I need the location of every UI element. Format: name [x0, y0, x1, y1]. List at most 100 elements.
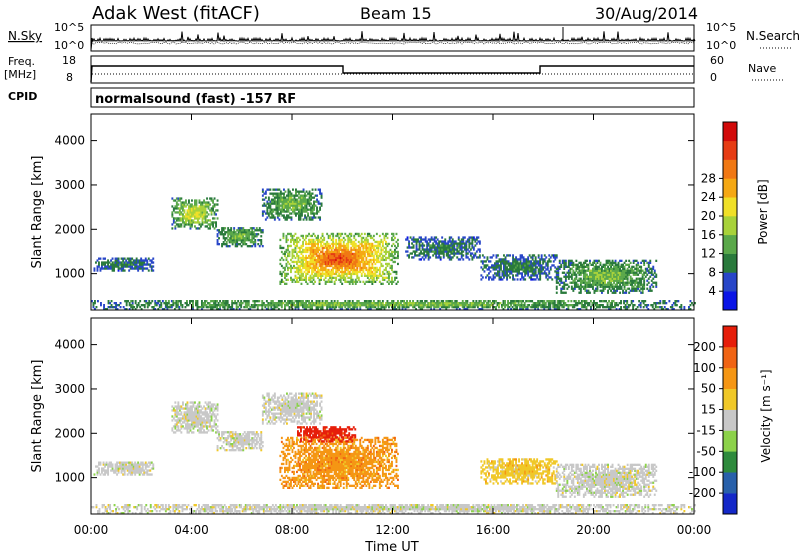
echo-cell — [183, 211, 186, 214]
echo-cell — [645, 306, 648, 309]
echo-cell — [637, 285, 640, 288]
echo-cell — [327, 306, 330, 309]
echo-cell — [518, 272, 521, 275]
echo-cell — [249, 308, 252, 311]
echo-cell — [442, 304, 445, 307]
echo-cell — [432, 254, 435, 257]
echo-cell — [310, 198, 313, 201]
echo-cell — [272, 202, 275, 205]
echo-cell — [309, 306, 312, 309]
echo-cell — [126, 257, 129, 260]
echo-cell — [582, 269, 585, 272]
echo-cell — [614, 279, 617, 282]
echo-cell — [593, 273, 596, 276]
echo-cell — [494, 268, 496, 271]
echo-cell — [263, 192, 266, 195]
echo-cell — [113, 269, 116, 272]
echo-cell — [368, 234, 371, 238]
echo-cell — [356, 270, 359, 274]
echo-cell — [424, 254, 427, 257]
echo-cell — [576, 285, 579, 288]
echo-cell — [194, 203, 196, 206]
echo-cell — [601, 271, 603, 274]
echo-cell — [308, 256, 311, 260]
echo-cell — [351, 258, 354, 262]
echo-cell — [557, 267, 560, 270]
echo-cell — [315, 260, 318, 264]
echo-cell — [110, 267, 113, 270]
echo-cell — [599, 275, 602, 278]
echo-cell — [122, 263, 125, 266]
echo-cell — [329, 276, 332, 279]
echo-cell — [473, 306, 476, 309]
echo-cell — [107, 265, 110, 268]
echo-cell — [569, 263, 572, 266]
echo-cell — [253, 300, 256, 303]
echo-cell — [261, 190, 264, 193]
echo-cell — [595, 287, 597, 290]
echo-cell — [378, 280, 381, 283]
echo-cell — [296, 280, 298, 283]
echo-cell — [636, 306, 639, 309]
echo-cell — [354, 268, 357, 272]
echo-cell — [555, 287, 558, 290]
echo-cell — [531, 268, 534, 271]
echo-cell — [586, 269, 588, 272]
echo-cell — [455, 304, 458, 307]
echo-cell — [377, 250, 380, 254]
echo-cell — [224, 231, 227, 234]
echo-cell — [632, 269, 635, 272]
echo-cell — [557, 281, 560, 284]
echo-cell — [185, 217, 187, 220]
echo-cell — [237, 239, 240, 242]
echo-cell — [341, 256, 344, 260]
echo-cell — [117, 265, 120, 268]
echo-cell — [626, 277, 629, 280]
echo-cell — [279, 244, 282, 248]
echo-cell — [246, 304, 249, 307]
echo-cell — [555, 267, 558, 270]
echo-cell — [427, 238, 430, 241]
echo-cell — [145, 302, 148, 305]
echo-cell — [194, 201, 196, 204]
echo-cell — [146, 259, 149, 262]
echo-cell — [287, 214, 290, 217]
echo-cell — [511, 302, 514, 305]
echo-cell — [293, 264, 295, 268]
echo-cell — [104, 265, 107, 268]
echo-cell — [236, 239, 239, 242]
echo-cell — [309, 240, 312, 244]
echo-cell — [503, 268, 505, 271]
echo-cell — [278, 194, 281, 197]
echo-cell — [433, 246, 436, 249]
echo-cell — [339, 278, 342, 281]
echo-cell — [294, 306, 297, 309]
echo-cell — [561, 306, 564, 309]
echo-cell — [478, 256, 481, 259]
echo-cell — [213, 302, 216, 305]
echo-cell — [347, 268, 350, 272]
echo-cell — [107, 300, 110, 303]
echo-cell — [552, 304, 555, 307]
echo-cell — [317, 234, 320, 238]
echo-cell — [342, 244, 345, 248]
echo-cell — [500, 264, 502, 267]
echo-cell — [207, 207, 210, 210]
echo-cell — [302, 300, 304, 303]
echo-cell — [292, 206, 294, 209]
echo-cell — [318, 280, 321, 283]
echo-cell — [323, 254, 326, 258]
echo-cell — [631, 271, 634, 274]
echo-cell — [472, 236, 475, 239]
echo-cell — [594, 308, 597, 311]
echo-cell — [237, 243, 240, 246]
echo-cell — [286, 208, 288, 211]
echo-cell — [309, 304, 312, 307]
echo-cell — [321, 232, 324, 236]
echo-cell — [371, 306, 374, 309]
echo-cell — [296, 190, 299, 193]
echo-cell — [378, 252, 381, 256]
echo-cell — [454, 302, 457, 305]
echo-cell — [622, 279, 625, 282]
echo-cell — [582, 271, 585, 274]
